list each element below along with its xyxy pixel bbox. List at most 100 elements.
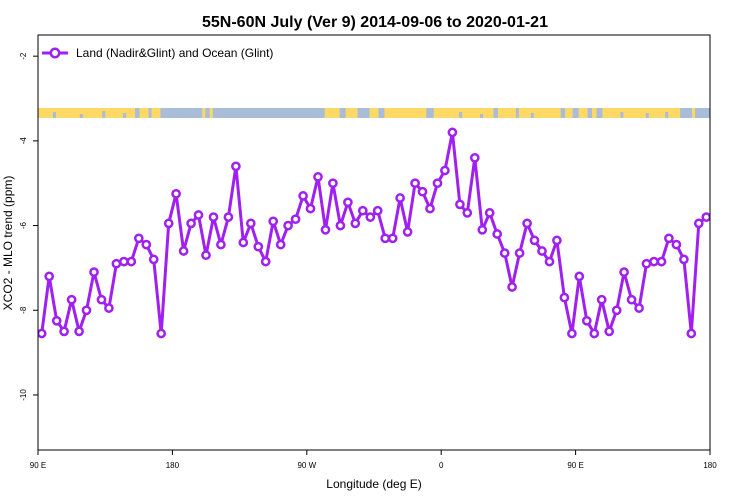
landmask-notch [123,113,127,118]
series-point [679,254,689,265]
series-point [208,212,219,222]
legend-label: Land (Nadir&Glint) and Ocean (Glint) [76,46,273,60]
series-point [634,303,644,313]
series-point [686,328,697,339]
x-tick-label: 0 [439,461,444,470]
landmask-land [139,108,149,118]
series-point [380,233,391,244]
series-point [275,239,286,250]
landmask-notch [480,114,484,118]
series-point [66,294,77,305]
series-point [133,233,144,244]
landmask-notch [645,113,649,118]
series-point [395,193,405,203]
landmask-land [578,108,588,118]
landmask-land [38,108,136,118]
series-point [148,254,159,265]
y-axis: -10 -8 -6 -4 -2 [19,52,38,401]
landmask-land [518,108,561,118]
series-point [253,241,264,252]
series-point [514,248,525,258]
series-point [641,258,652,269]
series-point [201,250,211,261]
legend-marker-swatch [49,47,61,59]
series-point [537,246,547,256]
y-tick-label: -6 [19,221,28,229]
series-point [298,191,308,201]
x-axis: 90 E 180 90 W 0 90 E 180 [30,450,717,470]
y-tick-label: -8 [19,306,28,314]
series-point [216,239,226,250]
series-point [104,303,114,313]
series-point [552,235,562,246]
series-point [171,188,181,199]
series-point [238,237,249,248]
landmask-notch [102,111,106,118]
series-point [559,292,570,303]
series-point [596,294,607,305]
series-point [499,248,510,258]
landmask-strip [38,108,710,118]
landmask-notch [620,112,624,118]
series-point [574,271,585,282]
series-point [283,220,293,231]
landmask-notch [52,112,56,118]
plot-frame [37,34,711,451]
series-point [455,199,465,210]
series-point [320,224,331,235]
series-point [656,256,667,267]
series-point [544,256,555,267]
series-point [529,235,540,246]
series-point [350,218,361,229]
series-point [484,208,495,218]
y-tick-label: -10 [19,389,28,401]
series-point [141,239,152,250]
series-point [231,161,241,172]
landmask-land [692,108,696,118]
series-point [343,197,353,208]
y-tick-label: -2 [19,52,28,60]
series-point [425,203,435,214]
series-point [432,178,443,189]
landmask-land [592,108,597,118]
x-tick-label: 90 E [30,461,46,470]
series-point [365,212,376,222]
series-point [119,256,129,267]
series-point [693,218,704,229]
series-point [626,294,637,305]
series-point [81,305,92,316]
chart-title: 55N-60N July (Ver 9) 2014-09-06 to 2020-… [202,14,548,31]
landmask-land [151,108,161,118]
series-point [581,315,592,326]
landmask-land [433,108,494,118]
series-point [462,208,473,218]
series-point [260,256,271,267]
series-point [402,227,413,237]
x-axis-label: Longitude (deg E) [326,477,421,491]
series-point [223,212,234,222]
series-point [372,205,383,216]
series-point [440,165,450,176]
landmask-land [345,108,358,118]
series-point [51,315,62,326]
series-point [193,210,204,220]
x-tick-label: 180 [166,461,180,470]
series-point [507,282,517,292]
series-point [44,271,55,282]
series-point [178,246,189,256]
x-tick-label: 180 [703,461,717,470]
series-point [567,328,577,339]
series-point [671,239,682,250]
landmask-land [209,108,213,118]
series-point [701,212,710,222]
series-point [477,224,488,235]
series-point [328,178,338,189]
y-tick-label: -4 [19,137,28,145]
series-point [611,305,622,316]
series-point [335,220,346,231]
series-point [604,326,615,337]
series-point [447,127,458,138]
x-tick-label: 90 W [297,461,316,470]
series-point [410,178,420,189]
